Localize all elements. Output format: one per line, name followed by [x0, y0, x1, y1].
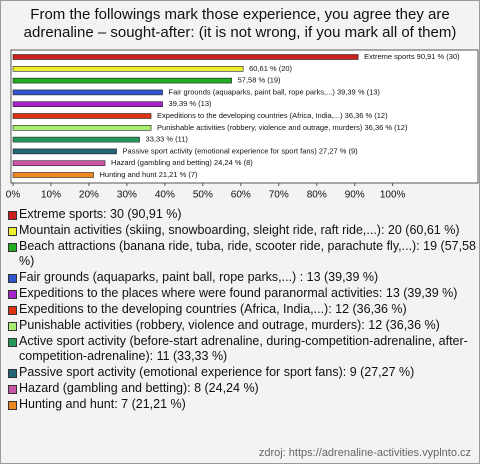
legend-label: Fair grounds (aquaparks, paint ball, rop… [19, 270, 379, 284]
legend-swatch [8, 211, 17, 220]
legend-item: Fair grounds (aquaparks, paint ball, rop… [7, 270, 477, 285]
plot: Extreme sports 90,91 % (30) 60,61 % (20) 5… [12, 52, 460, 179]
legend-item: Passive sport activity (emotional experi… [7, 365, 477, 380]
legend-item: Mountain activities (skiing, snowboardin… [7, 223, 477, 238]
bar [12, 77, 232, 84]
x-tick-label: 20% [79, 190, 99, 201]
legend-label: Punishable activities (robbery, violence… [19, 318, 440, 332]
legend-item: Punishable activities (robbery, violence… [7, 318, 477, 333]
x-tick-label: 50% [193, 190, 213, 201]
legend-swatch [8, 227, 17, 236]
legend-label: Extreme sports: 30 (90,91 %) [19, 207, 182, 221]
chart-title: From the followings mark those experienc… [23, 6, 457, 41]
value-label: Expeditions to the developing countries … [157, 111, 388, 120]
x-tick-label: 30% [117, 190, 137, 201]
legend-swatch [8, 290, 17, 299]
value-label: Hazard (gambling and betting) 24,24 % (8… [111, 158, 253, 167]
legend-label: Beach attractions (banana ride, tuba, ri… [19, 239, 476, 268]
legend-swatch [8, 274, 17, 283]
value-label: 57,58 % (19) [238, 76, 281, 85]
x-tick-label: 100% [380, 190, 406, 201]
x-tick-label: 40% [155, 190, 175, 201]
bar [12, 113, 152, 119]
value-label: 39,39 % (13) [169, 99, 212, 108]
legend-item: Hazard (gambling and betting): 8 (24,24 … [7, 381, 477, 396]
legend-label: Hazard (gambling and betting): 8 (24,24 … [19, 381, 259, 395]
value-label: Fair grounds (aquaparks, paint ball, rop… [169, 87, 381, 96]
legend-item: Beach attractions (banana ride, tuba, ri… [7, 239, 477, 269]
legend-swatch [8, 401, 17, 410]
x-tick-label: 70% [269, 190, 289, 201]
legend-label: Expeditions to the developing countries … [19, 302, 407, 316]
x-tick-label: 0% [6, 190, 21, 201]
legend-item: Hunting and hunt: 7 (21,21 %) [7, 397, 477, 412]
legend-label: Hunting and hunt: 7 (21,21 %) [19, 397, 186, 411]
legend-item: Active sport activity (before-start adre… [7, 334, 477, 364]
legend-item: Expeditions to the places where were fou… [7, 286, 477, 301]
legend-swatch [8, 385, 17, 394]
bar [12, 54, 359, 60]
legend-swatch [8, 322, 17, 331]
bar [12, 160, 106, 166]
legend-label: Active sport activity (before-start adre… [19, 334, 468, 363]
legend-label: Expeditions to the places where were fou… [19, 286, 458, 300]
x-tick-label: 90% [345, 190, 365, 201]
legend-swatch [8, 338, 17, 347]
value-label: 60,61 % (20) [249, 64, 292, 73]
value-label: Extreme sports 90,91 % (30) [364, 52, 460, 61]
value-label: Punishable activities (robbery, violence… [157, 123, 408, 132]
bar [12, 148, 117, 155]
value-label: Hunting and hunt 21,21 % (7) [100, 170, 198, 179]
legend-label: Mountain activities (skiing, snowboardin… [19, 223, 460, 237]
chart: Extreme sports 90,91 % (30) 60,61 % (20) 5… [6, 49, 479, 201]
x-tick-label: 10% [41, 190, 61, 201]
bar [12, 172, 94, 178]
legend-item: Expeditions to the developing countries … [7, 302, 477, 317]
source: zdroj: https://adrenaline-activities.vyp… [258, 447, 471, 459]
bar [12, 136, 140, 143]
x-tick-label: 60% [231, 190, 251, 201]
legend-item: Extreme sports: 30 (90,91 %) [7, 207, 477, 222]
x-axis: 0% 10% 20% 30% 40% 50% 60% 70% 80% 90% 100% [6, 183, 406, 201]
legend-swatch [8, 243, 17, 252]
legend-label: Passive sport activity (emotional experi… [19, 365, 415, 379]
legend-swatch [8, 306, 17, 315]
value-label: Passive sport activity (emotional experi… [123, 146, 359, 155]
legend: Extreme sports: 30 (90,91 %) Mountain act… [7, 207, 477, 413]
value-label: 33,33 % (11) [146, 135, 189, 144]
x-tick-label: 80% [307, 190, 327, 201]
bar [12, 125, 152, 131]
bar [12, 89, 163, 96]
bar [12, 101, 163, 107]
legend-swatch [8, 369, 17, 378]
bar [12, 66, 244, 72]
